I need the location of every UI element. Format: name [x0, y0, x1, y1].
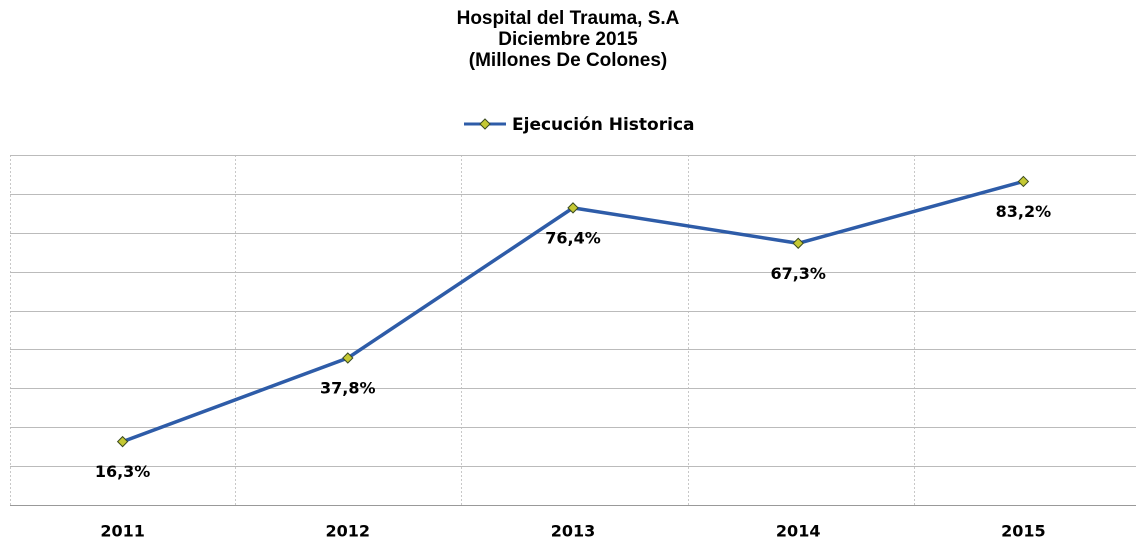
x-tick-label: 2015	[1001, 522, 1046, 541]
x-tick-label: 2013	[551, 522, 596, 541]
chart-title: Hospital del Trauma, S.A	[457, 8, 680, 29]
x-tick-label: 2012	[326, 522, 371, 541]
data-label: 16,3%	[95, 462, 151, 481]
legend-marker	[479, 118, 491, 130]
data-label: 67,3%	[770, 264, 826, 283]
data-label: 37,8%	[320, 379, 376, 398]
chart-title: Diciembre 2015	[498, 29, 638, 50]
marker	[792, 237, 804, 249]
marker	[1017, 175, 1030, 188]
x-tick-label: 2014	[776, 522, 821, 541]
marker	[567, 202, 579, 214]
x-tick-label: 2011	[100, 522, 145, 541]
chart-title: (Millones De Colones)	[469, 50, 667, 71]
marker	[116, 435, 129, 448]
legend-label: Ejecución Historica	[512, 115, 695, 135]
marker	[342, 352, 354, 364]
data-label: 76,4%	[545, 228, 601, 247]
data-label: 83,2%	[996, 202, 1052, 221]
category-separators	[10, 155, 915, 505]
